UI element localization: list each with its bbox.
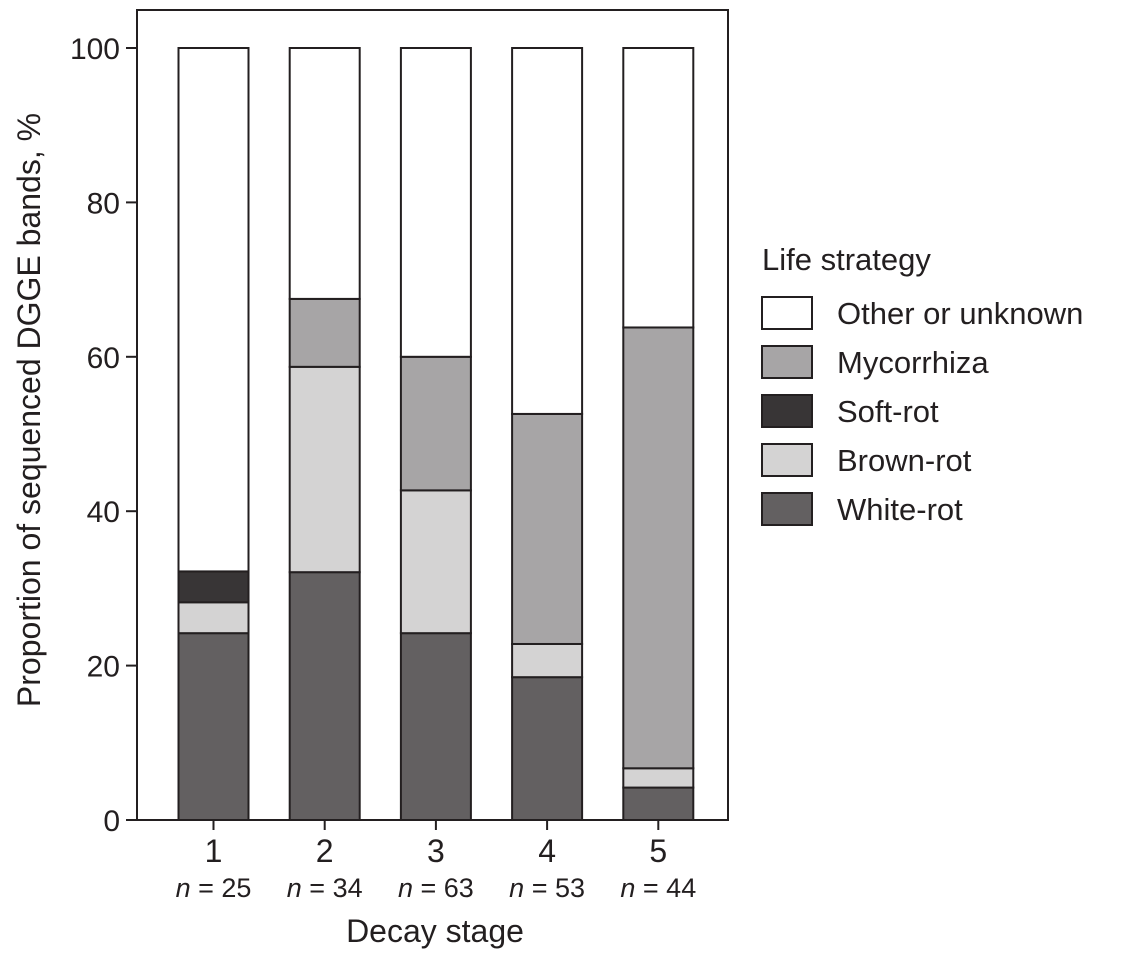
y-axis-title: Proportion of sequenced DGGE bands, % — [11, 113, 47, 707]
legend-label-brown-rot: Brown-rot — [837, 443, 972, 478]
x-tick-label: 5 — [649, 833, 667, 869]
sample-size-label: n = 63 — [398, 873, 474, 903]
legend-swatch-mycorrhiza — [761, 345, 813, 379]
bar-segment-white-rot — [177, 632, 250, 822]
bar-segment-other-or-unknown — [288, 47, 361, 300]
bars — [177, 47, 695, 822]
bar-segment-soft-rot — [177, 570, 250, 604]
y-tick-label: 0 — [103, 805, 120, 838]
bar-segment-white-rot — [511, 676, 584, 821]
bar-segment-brown-rot — [399, 489, 472, 635]
y-axis-ticks: 0 20 40 60 80 100 — [70, 33, 137, 838]
legend-label-other-or-unknown: Other or unknown — [837, 296, 1083, 331]
sample-size-symbol: n — [176, 873, 191, 903]
bar-segment-white-rot — [288, 571, 361, 821]
bar-segment-brown-rot — [622, 767, 695, 789]
legend-swatch-brown-rot — [761, 443, 813, 477]
y-tick-label: 20 — [87, 651, 120, 684]
x-tick-label: 3 — [427, 833, 445, 869]
bar-segment-brown-rot — [511, 642, 584, 679]
legend-swatch-white-rot — [761, 492, 813, 526]
y-tick-label: 60 — [87, 342, 120, 375]
sample-size-label: n = 53 — [509, 873, 585, 903]
bar-segment-other-or-unknown — [511, 47, 584, 415]
legend: Life strategy Other or unknown Mycorrhiza… — [761, 242, 1083, 527]
sample-size-symbol: n — [620, 873, 635, 903]
legend-label-soft-rot: Soft-rot — [837, 394, 939, 429]
bar-segment-mycorrhiza — [511, 412, 584, 645]
bar-segment-mycorrhiza — [399, 355, 472, 492]
legend-swatch-soft-rot — [761, 394, 813, 428]
sample-size-symbol: n — [398, 873, 413, 903]
sample-size-symbol: n — [509, 873, 524, 903]
bar-segment-brown-rot — [288, 365, 361, 574]
sample-size-label: n = 34 — [287, 873, 363, 903]
x-tick-label: 2 — [316, 833, 334, 869]
bar-segment-brown-rot — [177, 601, 250, 635]
sample-size-value: = 34 — [302, 873, 363, 903]
bar-segment-other-or-unknown — [622, 47, 695, 329]
sample-size-symbol: n — [287, 873, 302, 903]
y-tick-label: 100 — [70, 33, 120, 66]
sample-size-value: = 25 — [191, 873, 252, 903]
x-tick-label: 4 — [538, 833, 556, 869]
legend-label-mycorrhiza: Mycorrhiza — [837, 345, 989, 380]
y-tick-label: 80 — [87, 187, 120, 220]
y-tick-label: 40 — [87, 496, 120, 529]
legend-swatch-other-or-unknown — [761, 296, 813, 330]
x-tick-label: 1 — [205, 833, 223, 869]
bar-segment-mycorrhiza — [288, 297, 361, 368]
legend-label-white-rot: White-rot — [837, 492, 963, 527]
bar-segment-white-rot — [399, 632, 472, 822]
sample-size-value: = 63 — [413, 873, 474, 903]
x-axis-title: Decay stage — [346, 913, 524, 949]
bar-segment-other-or-unknown — [177, 47, 250, 573]
sample-size-label: n = 25 — [176, 873, 252, 903]
legend-title: Life strategy — [762, 242, 931, 277]
sample-size-label: n = 44 — [620, 873, 696, 903]
bar-segment-white-rot — [622, 786, 695, 821]
bar-segment-mycorrhiza — [622, 326, 695, 770]
sample-size-value: = 53 — [524, 873, 585, 903]
sample-size-value: = 44 — [635, 873, 696, 903]
bar-segment-other-or-unknown — [399, 47, 472, 358]
